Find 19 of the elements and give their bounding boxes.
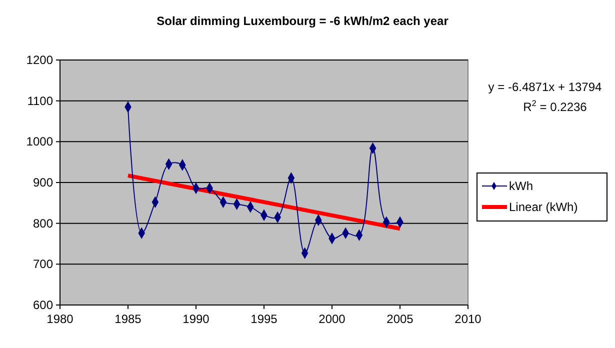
y-tick-label: 1000 xyxy=(26,134,54,149)
chart-title: Solar dimming Luxembourg = -6 kWh/m2 each year xyxy=(156,14,449,28)
legend-label: kWh xyxy=(509,179,533,193)
legend-label: Linear (kWh) xyxy=(509,200,578,214)
y-tick-label: 700 xyxy=(32,257,54,272)
text: y = -6.4871x + 13794 xyxy=(488,80,602,94)
y-tick-label: 1200 xyxy=(26,53,54,67)
x-tick-label: 1980 xyxy=(46,312,74,326)
text: R$^{2}$ = 0.2236 xyxy=(523,98,588,114)
x-tick-label: 1985 xyxy=(114,312,142,326)
y-tick-label: 900 xyxy=(32,176,54,190)
x-tick-label: 2005 xyxy=(386,312,414,326)
y-tick-label: 1100 xyxy=(27,94,54,108)
x-tick-label: 2010 xyxy=(454,312,482,326)
y-tick-label: 800 xyxy=(32,216,54,230)
x-tick-label: 1995 xyxy=(250,312,278,326)
y-tick-label: 600 xyxy=(32,298,54,312)
x-tick-label: 2000 xyxy=(318,312,346,326)
x-tick-label: 1990 xyxy=(182,312,210,326)
